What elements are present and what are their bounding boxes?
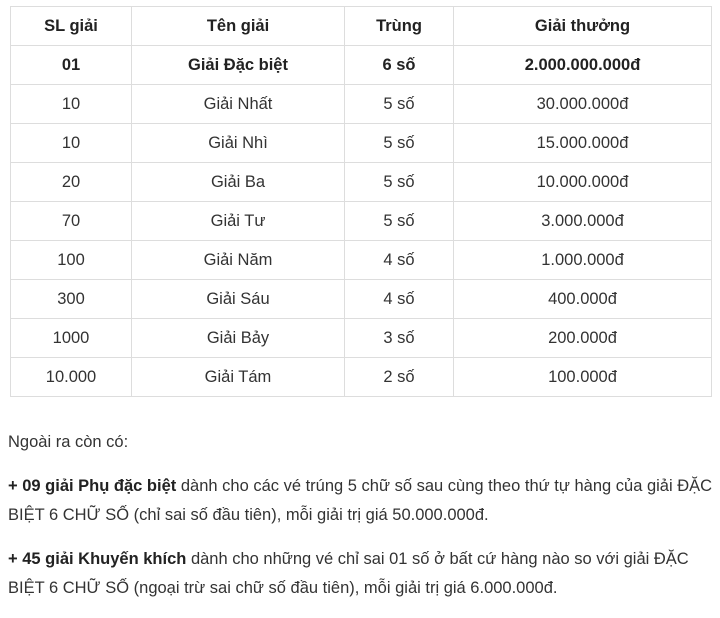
cell-quantity: 100 (10, 240, 132, 280)
cell-prize-name: Giải Bảy (131, 318, 345, 358)
note-item-text: dành cho những vé chỉ sai 01 số ở bất cứ… (8, 550, 689, 597)
table-header-row: SL giải Tên giải Trùng Giải thưởng (10, 6, 712, 46)
cell-prize-value: 1.000.000đ (453, 240, 712, 280)
note-item: + 45 giải Khuyến khích dành cho những vé… (8, 545, 714, 603)
cell-match: 4 số (344, 279, 454, 319)
cell-prize-name: Giải Sáu (131, 279, 345, 319)
cell-prize-name: Giải Tám (131, 357, 345, 397)
note-item-title: + 45 giải Khuyến khích (8, 550, 187, 568)
table-row: 10 Giải Nhì 5 số 15.000.000đ (10, 123, 712, 163)
cell-prize-value: 100.000đ (453, 357, 712, 397)
cell-prize-name: Giải Tư (131, 201, 345, 241)
table-row: 70 Giải Tư 5 số 3.000.000đ (10, 201, 712, 241)
table-row: 01 Giải Đặc biệt 6 số 2.000.000.000đ (10, 45, 712, 85)
cell-quantity: 300 (10, 279, 132, 319)
cell-quantity: 10 (10, 84, 132, 124)
table-row: 1000 Giải Bảy 3 số 200.000đ (10, 318, 712, 358)
cell-prize-value: 400.000đ (453, 279, 712, 319)
header-prize-name: Tên giải (131, 6, 345, 46)
cell-prize-value: 3.000.000đ (453, 201, 712, 241)
header-match: Trùng (344, 6, 454, 46)
cell-match: 5 số (344, 84, 454, 124)
notes: Ngoài ra còn có: + 09 giải Phụ đặc biệt … (8, 428, 714, 618)
table-row: 20 Giải Ba 5 số 10.000.000đ (10, 162, 712, 202)
cell-match: 4 số (344, 240, 454, 280)
cell-prize-name: Giải Năm (131, 240, 345, 280)
table-row: 300 Giải Sáu 4 số 400.000đ (10, 279, 712, 319)
cell-prize-name: Giải Nhì (131, 123, 345, 163)
cell-prize-value: 10.000.000đ (453, 162, 712, 202)
cell-match: 2 số (344, 357, 454, 397)
header-quantity: SL giải (10, 6, 132, 46)
cell-prize-value: 2.000.000.000đ (453, 45, 712, 85)
note-item: + 09 giải Phụ đặc biệt dành cho các vé t… (8, 472, 714, 530)
header-prize-value: Giải thưởng (453, 6, 712, 46)
cell-match: 5 số (344, 162, 454, 202)
cell-prize-value: 15.000.000đ (453, 123, 712, 163)
cell-quantity: 1000 (10, 318, 132, 358)
cell-prize-name: Giải Ba (131, 162, 345, 202)
table-row: 100 Giải Năm 4 số 1.000.000đ (10, 240, 712, 280)
cell-quantity: 70 (10, 201, 132, 241)
cell-prize-name: Giải Nhất (131, 84, 345, 124)
cell-match: 5 số (344, 123, 454, 163)
cell-quantity: 10 (10, 123, 132, 163)
table-row: 10.000 Giải Tám 2 số 100.000đ (10, 357, 712, 397)
note-item-text: dành cho các vé trúng 5 chữ số sau cùng … (8, 477, 713, 524)
cell-match: 6 số (344, 45, 454, 85)
cell-prize-name: Giải Đặc biệt (131, 45, 345, 85)
table-row: 10 Giải Nhất 5 số 30.000.000đ (10, 84, 712, 124)
cell-match: 3 số (344, 318, 454, 358)
cell-quantity: 10.000 (10, 357, 132, 397)
cell-match: 5 số (344, 201, 454, 241)
cell-prize-value: 200.000đ (453, 318, 712, 358)
cell-prize-value: 30.000.000đ (453, 84, 712, 124)
cell-quantity: 20 (10, 162, 132, 202)
note-item-title: + 09 giải Phụ đặc biệt (8, 477, 177, 495)
prize-table: SL giải Tên giải Trùng Giải thưởng 01 Giả… (10, 6, 712, 397)
notes-intro: Ngoài ra còn có: (8, 433, 129, 451)
cell-quantity: 01 (10, 45, 132, 85)
